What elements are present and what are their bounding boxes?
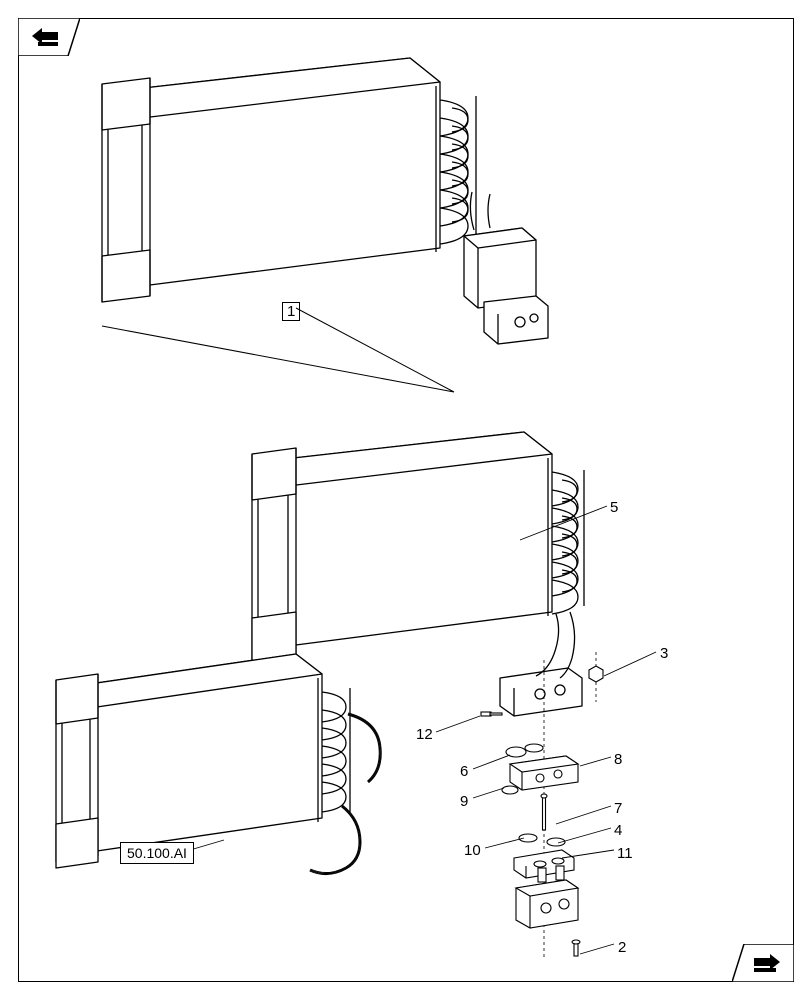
ref-box: 50.100.AI bbox=[120, 842, 194, 864]
callout-4: 4 bbox=[614, 823, 622, 838]
callout-7: 7 bbox=[614, 801, 622, 816]
page-root: 1 5 3 12 8 6 9 7 4 10 11 2 50.100.AI bbox=[0, 0, 812, 1000]
callout-2: 2 bbox=[618, 940, 626, 955]
callout-10: 10 bbox=[464, 843, 481, 858]
heater-core bbox=[56, 654, 380, 874]
callout-8: 8 bbox=[614, 752, 622, 767]
callout-12: 12 bbox=[416, 727, 433, 742]
callout-9: 9 bbox=[460, 794, 468, 809]
callout-5: 5 bbox=[610, 500, 618, 515]
callout-1: 1 bbox=[282, 302, 300, 321]
callout-3: 3 bbox=[660, 646, 668, 661]
evap-top bbox=[102, 58, 548, 344]
callout-11: 11 bbox=[617, 846, 633, 861]
callout-6: 6 bbox=[460, 764, 468, 779]
